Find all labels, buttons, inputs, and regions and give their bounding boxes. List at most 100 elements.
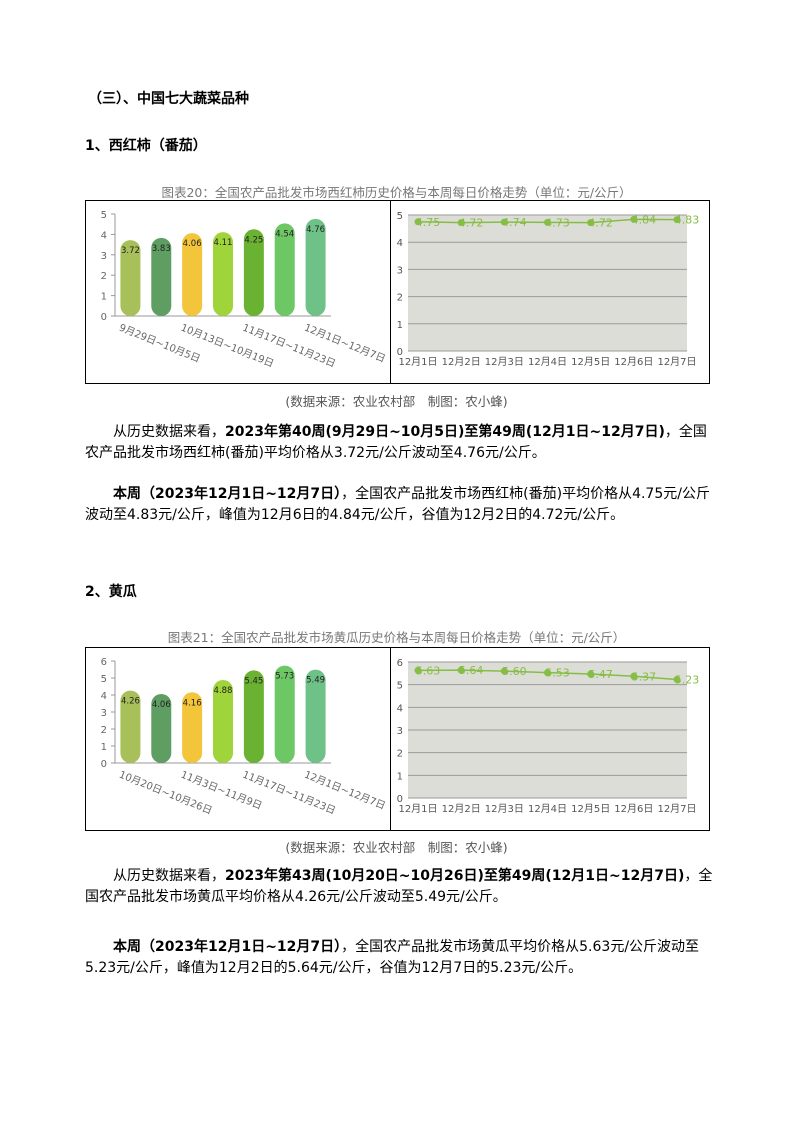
bar: [243, 229, 264, 316]
x-tick-label: 12月1日: [398, 356, 437, 368]
value-label: 4.54: [275, 229, 294, 239]
x-tick-label: 12月2日: [442, 356, 481, 368]
bar: [182, 692, 203, 763]
value-label: 5.53: [545, 667, 570, 680]
value-label: 5.47: [588, 668, 613, 681]
x-tick-label: 12月3日: [485, 803, 524, 815]
bar: [274, 223, 295, 316]
x-tick-label: 12月4日: [528, 803, 567, 815]
x-tick-label: 12月5日: [571, 803, 610, 815]
y-tick-label: 3: [397, 726, 403, 737]
y-tick-label: 6: [397, 658, 403, 669]
y-tick-label: 1: [101, 742, 107, 753]
value-label: 4.06: [183, 239, 202, 249]
bar: [120, 690, 141, 763]
value-label: 5.49: [306, 676, 325, 686]
text-run: ，全国农产品批发市场西红柿(番茄)平均价格从4.75元/公斤波动至4.83元/公…: [85, 486, 710, 523]
source: (数据来源：农业农村部 制图：农小蜂): [285, 840, 508, 855]
point: [544, 218, 551, 226]
chart: 0 1 2 3 4 5 12月1日 12月2日 12月3日 12月4日 12月5日 12月6日 12月7…: [390, 200, 710, 384]
bar: [274, 665, 295, 763]
point: [673, 216, 681, 224]
y-tick-label: 5: [397, 681, 403, 692]
text-run: ，全国农产品批发市场黄瓜平均价格从4.26元/公斤波动至5.49元/公斤。: [85, 868, 713, 905]
x-tick-label: 12月1日: [398, 803, 437, 815]
value-label: 5.63: [416, 664, 441, 677]
point: [673, 675, 681, 683]
paragraph: 从历史数据来看，2023年第43周(10月20日~10月26日)至第49周(12…: [85, 866, 713, 908]
value-label: 4.16: [183, 698, 202, 708]
x-tick-label: 12月7日: [657, 803, 696, 815]
value-label: 4.72: [459, 217, 484, 230]
text-run: 2023年第40周(9月29日~10月5日)至第49周(12月1日~12月7日): [225, 424, 665, 440]
point: [630, 215, 638, 223]
heading: 2、黄瓜: [85, 584, 137, 600]
value-label: 5.23: [675, 673, 700, 686]
source: (数据来源：农业农村部 制图：农小蜂): [285, 394, 508, 409]
text-run: 从历史数据来看，: [113, 424, 225, 440]
y-tick-label: 1: [101, 292, 107, 303]
y-tick-label: 4: [397, 238, 403, 249]
text-run: 本周（2023年12月1日~12月7日）: [113, 939, 342, 955]
bar: [151, 693, 172, 763]
x-tick-label: 12月6日: [614, 803, 653, 815]
y-tick-label: 1: [397, 771, 403, 782]
value-label: 5.60: [502, 665, 527, 678]
bar: [182, 233, 203, 316]
section-title: （三）、中国七大蔬菜品种: [88, 91, 249, 107]
text-run: 本周（2023年12月1日~12月7日）: [113, 486, 342, 502]
y-tick-label: 5: [101, 210, 107, 221]
point: [587, 219, 595, 227]
y-tick-label: 5: [397, 211, 403, 222]
text-run: 2023年第43周(10月20日~10月26日)至第49周(12月1日~12月7…: [225, 868, 685, 884]
value-label: 4.06: [152, 700, 171, 710]
point: [500, 218, 508, 226]
y-tick-label: 5: [101, 674, 107, 685]
paragraph: 从历史数据来看，2023年第40周(9月29日~10月5日)至第49周(12月1…: [85, 422, 713, 464]
y-tick-label: 0: [101, 312, 107, 323]
text-run: ，全国农产品批发市场黄瓜平均价格从5.63元/公斤波动至5.23元/公斤，峰值为…: [85, 939, 700, 976]
y-tick-label: 3: [397, 265, 403, 276]
value-label: 4.74: [502, 216, 527, 229]
value-label: 4.88: [214, 686, 233, 696]
text-run: 从历史数据来看，: [113, 868, 225, 884]
point: [457, 666, 465, 674]
x-tick-label: 12月6日: [614, 356, 653, 368]
y-tick-label: 3: [101, 708, 107, 719]
y-tick-label: 4: [101, 230, 107, 241]
bar: [243, 670, 264, 763]
y-tick-label: 2: [101, 271, 107, 282]
value-label: 4.84: [632, 213, 657, 226]
value-label: 5.45: [244, 676, 263, 686]
y-tick-label: 4: [101, 691, 107, 702]
x-tick-label: 12月5日: [571, 356, 610, 368]
y-tick-label: 0: [101, 759, 107, 770]
y-tick-label: 0: [397, 794, 403, 805]
y-tick-label: 2: [101, 725, 107, 736]
value-label: 4.25: [244, 235, 263, 245]
y-tick-label: 2: [397, 293, 403, 304]
bar: [213, 232, 233, 316]
y-tick-label: 1: [397, 320, 403, 331]
value-label: 3.83: [152, 244, 171, 254]
bar: [120, 240, 141, 316]
plot-area: [408, 215, 687, 351]
x-tick-label: 12月7日: [657, 356, 696, 368]
value-label: 4.83: [675, 214, 700, 227]
y-tick-label: 4: [397, 703, 403, 714]
point: [414, 218, 422, 226]
bar: [305, 218, 326, 316]
paragraph: 本周（2023年12月1日~12月7日），全国农产品批发市场黄瓜平均价格从5.6…: [85, 937, 713, 979]
value-label: 5.73: [275, 672, 294, 682]
value-label: 4.11: [214, 238, 233, 248]
text-run: ，全国农产品批发市场西红柿(番茄)平均价格从3.72元/公斤波动至4.76元/公…: [85, 424, 707, 461]
value-label: 4.76: [306, 225, 325, 235]
x-tick-label: 12月2日: [442, 803, 481, 815]
paragraph: 本周（2023年12月1日~12月7日），全国农产品批发市场西红柿(番茄)平均价…: [85, 484, 713, 526]
value-label: 5.64: [459, 664, 484, 677]
value-label: 4.73: [545, 216, 570, 229]
y-tick-label: 2: [397, 749, 403, 760]
point: [457, 219, 465, 227]
